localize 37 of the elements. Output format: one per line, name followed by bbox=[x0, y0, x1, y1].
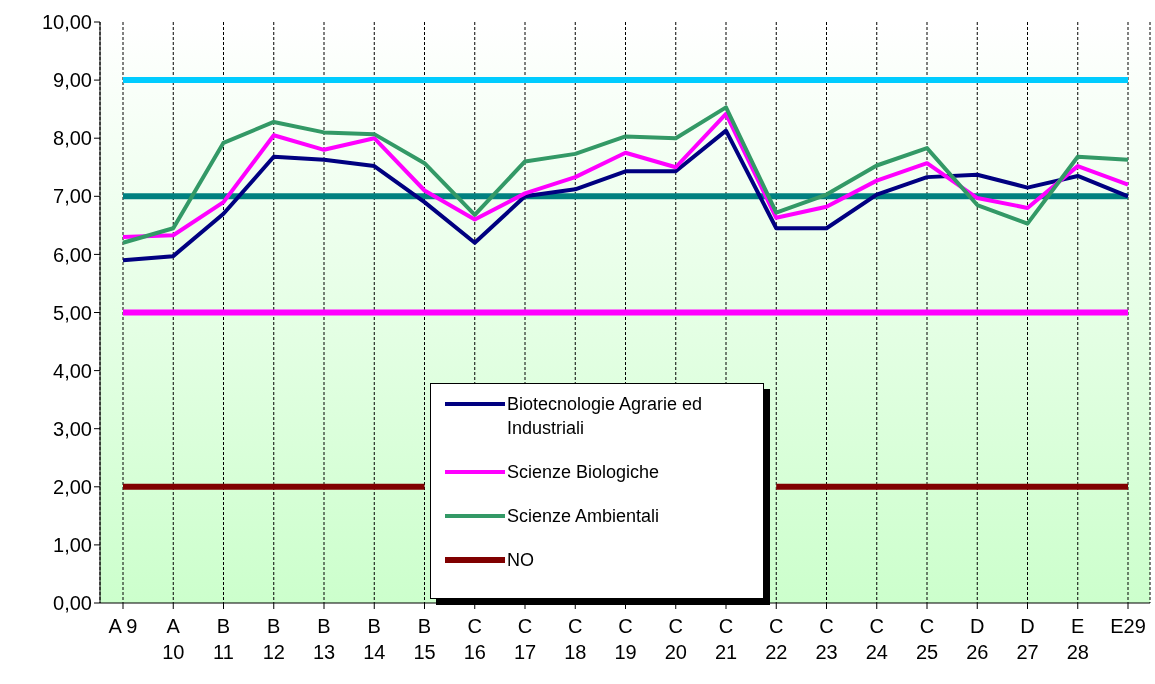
x-tick-label: A 10 bbox=[162, 615, 185, 663]
x-tick-label: C 18 bbox=[564, 615, 587, 663]
x-tick-label: C 19 bbox=[614, 615, 637, 663]
y-tick-label: 4,00 bbox=[53, 359, 92, 382]
y-tick-label: 0,00 bbox=[53, 592, 92, 615]
x-tick-label: C 25 bbox=[915, 615, 939, 663]
x-tick-label: C 16 bbox=[463, 615, 486, 663]
legend-label: Scienze Biologiche bbox=[507, 461, 660, 484]
x-tick-label: E 28 bbox=[1066, 615, 1089, 663]
x-tick-label: C 24 bbox=[865, 615, 888, 663]
y-tick-label: 6,00 bbox=[53, 243, 92, 266]
legend-label: Scienze Ambientali bbox=[507, 505, 660, 528]
x-tick-label: D 26 bbox=[966, 615, 989, 663]
y-tick-label: 7,00 bbox=[53, 185, 92, 208]
legend-label: NO bbox=[507, 549, 534, 572]
y-tick-label: 5,00 bbox=[53, 301, 92, 324]
line-series bbox=[121, 128, 1130, 263]
x-tick-label: B 13 bbox=[312, 615, 336, 663]
y-tick-label: 8,00 bbox=[53, 127, 92, 150]
x-tick-label: E29 bbox=[1110, 615, 1146, 637]
x-tick-label: B 14 bbox=[363, 615, 386, 663]
y-tick-label: 3,00 bbox=[53, 417, 92, 440]
x-tick-label: B 11 bbox=[213, 615, 234, 663]
y-tick-label: 2,00 bbox=[53, 475, 92, 498]
x-tick-label: D 27 bbox=[1016, 615, 1039, 663]
x-tick-label: B 15 bbox=[413, 615, 436, 663]
x-tick-label: A 9 bbox=[108, 615, 138, 637]
x-tick-label: C 17 bbox=[513, 615, 537, 663]
x-tick-label: C 20 bbox=[664, 615, 687, 663]
y-tick-label: 10,00 bbox=[41, 11, 92, 34]
x-tick-label: B 12 bbox=[262, 615, 285, 663]
x-tick-label: C 21 bbox=[714, 615, 738, 663]
legend-label: Biotecnologie Agrarie ed Industriali bbox=[507, 393, 704, 440]
y-tick-label: 1,00 bbox=[53, 534, 92, 556]
y-tick-label: 9,00 bbox=[53, 69, 92, 92]
x-tick-label: C 23 bbox=[815, 615, 838, 663]
x-tick-label: C 22 bbox=[765, 615, 788, 663]
